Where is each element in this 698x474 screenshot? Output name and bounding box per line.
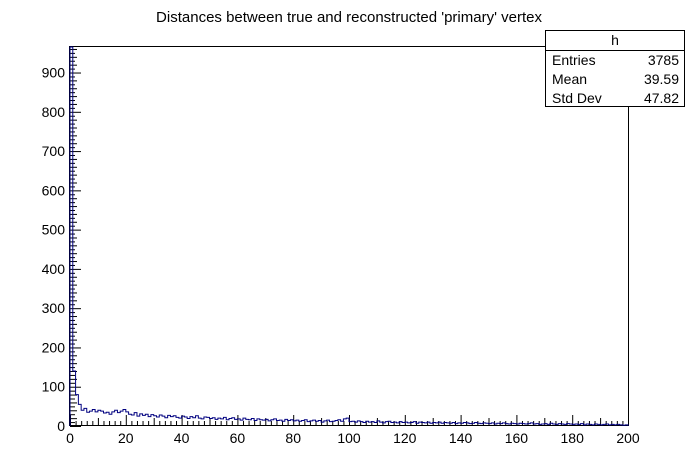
y-tick-label: 400 <box>42 261 66 277</box>
stats-mean-row: Mean 39.59 <box>546 70 684 89</box>
stats-entries-value: 3785 <box>647 52 679 68</box>
x-tick-label: 180 <box>561 430 585 446</box>
stats-mean-label: Mean <box>552 71 588 87</box>
y-axis: 0 100 200 300 400 500 600 700 800 900 <box>42 48 81 434</box>
x-axis: 0 20 40 60 80 100 120 140 160 180 200 <box>66 415 640 446</box>
stats-stddev-row: Std Dev 47.82 <box>546 89 684 108</box>
y-tick-label: 100 <box>42 379 66 395</box>
y-tick-label: 800 <box>42 104 66 120</box>
x-tick-label: 60 <box>230 430 246 446</box>
stats-stddev-label: Std Dev <box>552 90 602 106</box>
x-tick-label: 20 <box>118 430 134 446</box>
y-tick-label: 200 <box>42 339 66 355</box>
stats-entries-row: Entries 3785 <box>546 51 684 70</box>
x-tick-label: 200 <box>616 430 640 446</box>
stats-title: h <box>546 31 684 51</box>
y-tick-label: 300 <box>42 300 66 316</box>
histogram-line <box>69 46 629 426</box>
y-tick-label: 600 <box>42 182 66 198</box>
x-tick-label: 80 <box>285 430 301 446</box>
y-tick-label: 900 <box>42 65 66 81</box>
stats-box: h Entries 3785 Mean 39.59 Std Dev 47.82 <box>545 30 685 107</box>
x-tick-label: 160 <box>505 430 529 446</box>
stats-stddev-value: 47.82 <box>643 90 679 106</box>
y-tick-label: 0 <box>57 418 65 434</box>
chart-title: Distances between true and reconstructed… <box>156 9 542 26</box>
y-tick-label: 700 <box>42 143 66 159</box>
y-tick-label: 500 <box>42 222 66 238</box>
x-tick-label: 0 <box>66 430 74 446</box>
x-tick-label: 40 <box>174 430 190 446</box>
x-tick-label: 140 <box>449 430 473 446</box>
stats-entries-label: Entries <box>552 52 596 68</box>
x-tick-label: 120 <box>393 430 417 446</box>
stats-mean-value: 39.59 <box>643 71 679 87</box>
x-tick-label: 100 <box>337 430 361 446</box>
